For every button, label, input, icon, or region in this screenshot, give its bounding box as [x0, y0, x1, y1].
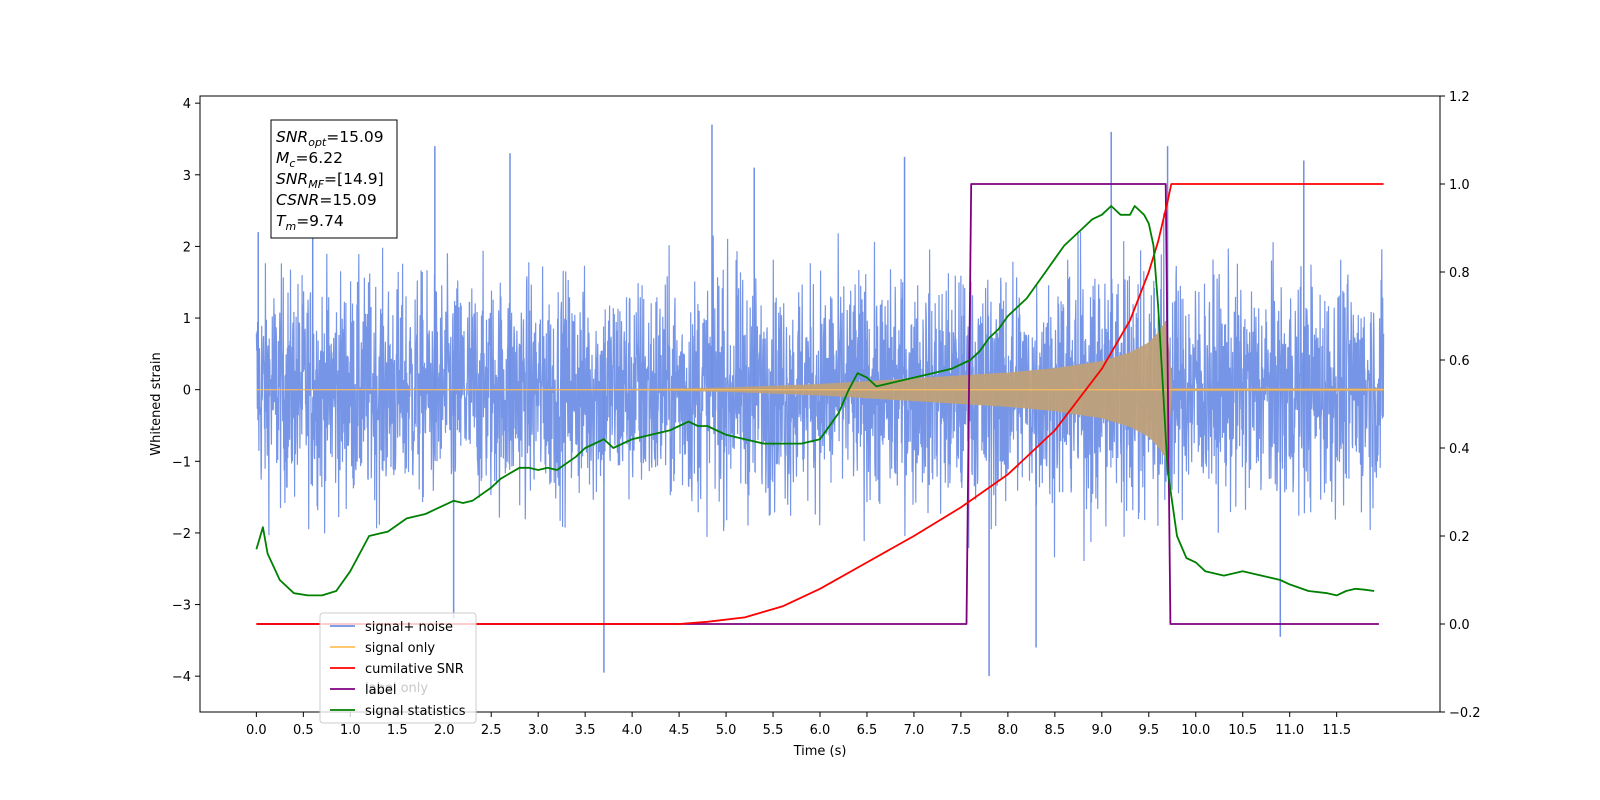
- y-right-tick-label: 0.6: [1449, 354, 1470, 369]
- y-left-tick-label: 2: [183, 240, 191, 255]
- y-left-tick-label: −1: [172, 455, 191, 470]
- x-tick-label: 1.5: [387, 723, 408, 738]
- x-tick-label: 0.0: [246, 723, 267, 738]
- x-tick-label: 5.5: [763, 723, 784, 738]
- x-tick-label: 4.0: [622, 723, 643, 738]
- y-left-tick-label: 0: [183, 384, 191, 399]
- cumulative-snr-line: [256, 183, 1384, 625]
- y-right-tick-label: 1.2: [1449, 90, 1470, 105]
- y-right-tick-label: −0.2: [1449, 706, 1481, 721]
- info-line: SNRMF=[14.9]: [276, 170, 384, 191]
- x-tick-label: 4.5: [669, 723, 690, 738]
- y-right-tick-label: 0.0: [1449, 618, 1470, 633]
- x-tick-label: 9.0: [1091, 723, 1112, 738]
- y-right-tick-label: 0.2: [1449, 530, 1470, 545]
- legend-entry-label: signal statistics: [365, 704, 466, 719]
- x-tick-label: 10.5: [1228, 723, 1257, 738]
- info-box-frame: [270, 119, 398, 239]
- legend-frame: [319, 612, 477, 724]
- x-tick-label: 9.5: [1138, 723, 1159, 738]
- x-tick-label: 7.5: [951, 723, 972, 738]
- x-tick-label: 2.5: [481, 723, 502, 738]
- y-left-tick-label: 3: [183, 169, 191, 184]
- y-right-tick-label: 1.0: [1449, 178, 1470, 193]
- x-tick-label: 5.0: [716, 723, 737, 738]
- x-tick-label: 1.0: [340, 723, 361, 738]
- y-axis-label: Whitened strain: [149, 352, 164, 455]
- x-axis-label: Time (s): [793, 744, 847, 759]
- y-left-tick-label: −3: [172, 599, 191, 614]
- y-left-tick-label: −4: [172, 670, 191, 685]
- x-tick-label: 6.5: [857, 723, 878, 738]
- info-line: SNRopt=15.09: [276, 128, 384, 149]
- legend-overlap-text: label only: [365, 681, 428, 696]
- right-axis-series: [255, 183, 1384, 625]
- x-tick-label: 10.0: [1181, 723, 1210, 738]
- legend-entry-label: signal+ noise: [365, 620, 453, 635]
- info-annotation-box: SNRopt=15.09Mc=6.22SNRMF=[14.9]CSNR=15.0…: [270, 119, 398, 239]
- label-line: [256, 183, 1379, 625]
- x-tick-label: 3.0: [528, 723, 549, 738]
- y-right-tick-label: 0.4: [1449, 442, 1470, 457]
- x-tick-label: 2.0: [434, 723, 455, 738]
- info-line: CSNR=15.09: [276, 191, 377, 209]
- series-signal-plus-noise: [255, 124, 1385, 677]
- y-axis-right-ticks: 1.2 1.0 0.8 0.6 0.4 0.2 0.0 −0.2: [1440, 90, 1481, 721]
- x-tick-label: 6.0: [810, 723, 831, 738]
- x-tick-label: 11.0: [1275, 723, 1304, 738]
- x-tick-label: 0.5: [293, 723, 314, 738]
- info-line: Mc=6.22: [276, 149, 343, 170]
- series-signal-only: [256, 319, 1384, 460]
- info-line: Tm=9.74: [276, 212, 344, 233]
- x-tick-label: 3.5: [575, 723, 596, 738]
- legend-entry-label: signal only: [365, 641, 435, 656]
- y-left-tick-label: 1: [183, 312, 191, 327]
- legend-entry-label: label: [365, 683, 396, 698]
- x-tick-label: 8.0: [998, 723, 1019, 738]
- y-left-tick-label: 4: [183, 97, 191, 112]
- x-tick-label: 7.0: [904, 723, 925, 738]
- y-left-tick-label: −2: [172, 527, 191, 542]
- legend-entry-label: cumilative SNR: [365, 662, 464, 677]
- x-tick-label: 11.5: [1322, 723, 1351, 738]
- x-tick-label: 8.5: [1045, 723, 1066, 738]
- plot-area: [255, 124, 1385, 677]
- x-axis-ticks: 0.0 0.5 1.0 1.5 2.0 2.5 3.0 3.5 4.0 4.5 5.0 5.5 6.0 6…: [246, 712, 1351, 738]
- signal-statistics-line: [255, 205, 1375, 597]
- legend: label only signal+ noise signal only cumil…: [319, 612, 477, 724]
- y-axis-left-ticks: 4 3 2 1 0 −1 −2 −3 −4: [172, 97, 200, 685]
- y-right-tick-label: 0.8: [1449, 266, 1470, 281]
